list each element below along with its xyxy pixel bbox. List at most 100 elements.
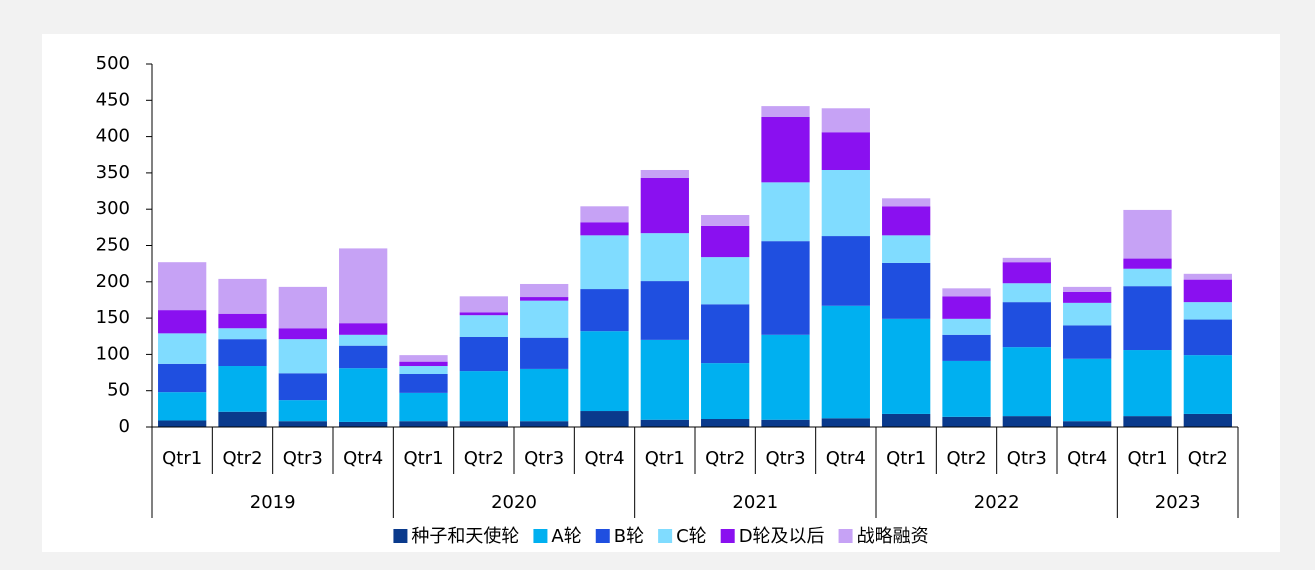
bar-segment (1123, 268, 1172, 287)
bar-segment (218, 278, 267, 314)
bar-segment (520, 368, 569, 422)
legend-swatch (658, 529, 673, 543)
x-tick-label: Qtr2 (464, 448, 504, 469)
y-tick-label: 250 (96, 235, 130, 256)
bar-segment (218, 328, 267, 340)
bar-segment (1183, 273, 1232, 280)
bar-segment (459, 336, 508, 372)
bar-segment (761, 182, 810, 242)
legend-swatch (720, 529, 735, 543)
bar-segment (1002, 257, 1051, 263)
group-label: 2020 (491, 492, 537, 513)
group-label: 2023 (1155, 492, 1201, 513)
bar-segment (278, 339, 327, 374)
bar-segment (399, 374, 448, 393)
bar-segment (580, 206, 629, 223)
bar-segment (459, 421, 508, 427)
legend-label: C轮 (676, 526, 707, 547)
bar-segment (942, 288, 991, 297)
legend: 种子和天使轮 A轮 B轮 C轮 D轮及以后 战略融资 (393, 526, 929, 547)
bar-segment (1063, 421, 1112, 427)
bar-segment (701, 419, 750, 427)
bar-segment (520, 283, 569, 298)
bar-segment (821, 236, 870, 306)
bar-segment (701, 304, 750, 364)
bar-segment (761, 419, 810, 427)
bar-segment (580, 289, 629, 332)
bar-segment (882, 206, 931, 236)
bar-segment (580, 331, 629, 412)
legend-label: D轮及以后 (739, 526, 825, 547)
bar-segment (761, 241, 810, 335)
x-tick-label: Qtr3 (765, 448, 805, 469)
bar-segment (1063, 302, 1112, 326)
bar-segment (1063, 286, 1112, 292)
bar-segment (640, 169, 689, 178)
bar-segment (1183, 279, 1232, 303)
bar-segment (701, 225, 750, 258)
x-tick-label: Qtr4 (1067, 448, 1107, 469)
y-tick-label: 50 (107, 380, 130, 401)
legend-label: 战略融资 (857, 526, 929, 547)
x-tick-label: Qtr4 (584, 448, 624, 469)
bar-segment (701, 257, 750, 305)
x-tick-label: Qtr2 (222, 448, 262, 469)
bar-segment (640, 419, 689, 427)
group-label: 2019 (250, 492, 296, 513)
y-tick-label: 350 (96, 162, 130, 183)
bar-segment (821, 169, 870, 237)
bar-segment (1183, 355, 1232, 414)
bar-segment (640, 233, 689, 282)
bar-segment (761, 334, 810, 420)
bar-segment (942, 296, 991, 319)
bar-segment (821, 305, 870, 419)
bar-segment (1063, 358, 1112, 422)
bar-segment (1002, 347, 1051, 417)
y-tick-label: 150 (96, 307, 130, 328)
bar-segment (158, 420, 207, 427)
bar-segment (459, 315, 508, 337)
bar-segment (882, 318, 931, 414)
bar-segment (580, 235, 629, 290)
bar-segment (1123, 286, 1172, 351)
bar-segment (520, 337, 569, 369)
bar-segment (701, 215, 750, 226)
y-tick-label: 100 (96, 343, 130, 364)
x-tick-label: Qtr4 (343, 448, 383, 469)
bar-segment (580, 411, 629, 427)
bar-segment (701, 363, 750, 420)
bar-segment (339, 421, 388, 427)
bar-segment (1002, 283, 1051, 303)
x-tick-label: Qtr1 (1127, 448, 1167, 469)
bar-segment (339, 368, 388, 422)
x-tick-label: Qtr1 (162, 448, 202, 469)
y-tick-label: 450 (96, 89, 130, 110)
bar-segment (339, 248, 388, 324)
bar-segment (399, 392, 448, 422)
bar-segment (821, 108, 870, 133)
legend-label: 种子和天使轮 (411, 526, 519, 547)
x-tick-label: Qtr2 (1188, 448, 1228, 469)
bar-segment (640, 339, 689, 420)
bar-segment (158, 310, 207, 334)
bar-segment (1002, 262, 1051, 284)
legend-swatch (838, 529, 853, 543)
bar-segment (942, 334, 991, 361)
bar-segment (942, 318, 991, 335)
bar-segment (158, 333, 207, 364)
bar-segment (158, 262, 207, 311)
bar-segment (339, 334, 388, 346)
group-label: 2022 (974, 492, 1020, 513)
bar-segment (339, 345, 388, 369)
x-tick-label: Qtr1 (403, 448, 443, 469)
bar-segment (520, 300, 569, 338)
bar-segment (1002, 302, 1051, 348)
bar-segment (640, 281, 689, 340)
bar-segment (882, 198, 931, 207)
legend-swatch (595, 529, 610, 543)
bar-segment (278, 400, 327, 422)
bar-segment (278, 373, 327, 401)
bar-segment (1063, 325, 1112, 359)
group-label: 2021 (732, 492, 778, 513)
